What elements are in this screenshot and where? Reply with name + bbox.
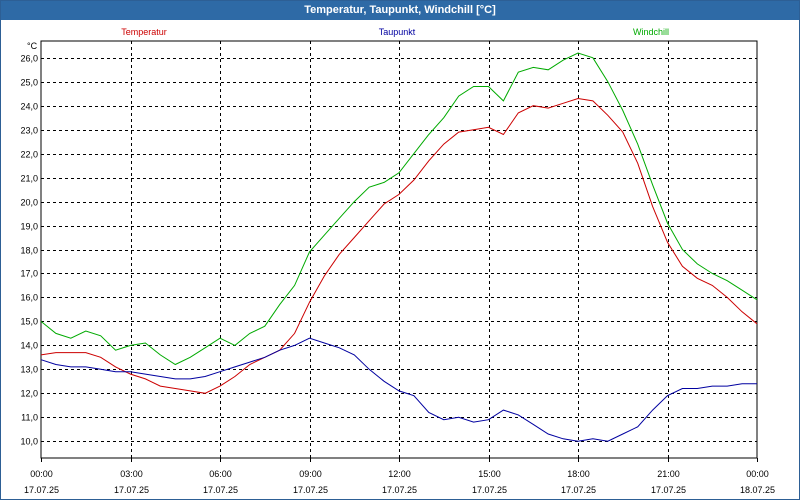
legend-entry-temperatur: Temperatur <box>121 27 167 37</box>
y-tick-label: 23,0 <box>20 126 38 136</box>
x-tick-date-label: 17.07.25 <box>203 485 238 495</box>
x-tick-time-label: 18:00 <box>567 469 590 479</box>
x-tick-time-label: 15:00 <box>478 469 501 479</box>
x-tick-time-label: 03:00 <box>120 469 143 479</box>
x-tick-date-label: 17.07.25 <box>24 485 59 495</box>
x-tick-date-label: 17.07.25 <box>382 485 417 495</box>
x-tick-date-label: 17.07.25 <box>561 485 596 495</box>
y-tick-label: 21,0 <box>20 174 38 184</box>
y-tick-label: 22,0 <box>20 150 38 160</box>
y-tick-label: 13,0 <box>20 365 38 375</box>
x-tick-time-label: 21:00 <box>657 469 680 479</box>
x-tick-date-label: 18.07.25 <box>740 485 775 495</box>
series-group <box>40 52 758 442</box>
y-tick-label: 15,0 <box>20 317 38 327</box>
legend: Temperatur Taupunkt Windchill <box>121 27 669 37</box>
y-tick-label: 20,0 <box>20 198 38 208</box>
series-line-temperatur <box>40 97 758 394</box>
x-tick-time-label: 00:00 <box>30 469 53 479</box>
x-tick-time-label: 09:00 <box>299 469 322 479</box>
x-tick-time-label: 12:00 <box>388 469 411 479</box>
y-tick-label: 14,0 <box>20 341 38 351</box>
series-line-taupunkt <box>40 337 757 442</box>
window-title: Temperatur, Taupunkt, Windchill [°C] <box>1 1 799 20</box>
legend-entry-taupunkt: Taupunkt <box>379 27 416 37</box>
x-tick-date-label: 17.07.25 <box>472 485 507 495</box>
x-tick-time-label: 06:00 <box>209 469 232 479</box>
y-tick-label: 25,0 <box>20 78 38 88</box>
y-tick-label: 24,0 <box>20 102 38 112</box>
y-tick-label: 18,0 <box>20 246 38 256</box>
y-axis-unit-label: °C <box>27 41 38 51</box>
x-tick-date-label: 17.07.25 <box>651 485 686 495</box>
y-tick-label: 11,0 <box>21 413 38 423</box>
x-tick-time-label: 00:00 <box>746 469 769 479</box>
x-tick-date-label: 17.07.25 <box>293 485 328 495</box>
y-tick-label: 17,0 <box>20 269 38 279</box>
y-tick-label: 10,0 <box>20 437 38 447</box>
y-tick-label: 12,0 <box>20 389 38 399</box>
plot-frame <box>40 40 758 459</box>
x-axis: 00:00 17.07.25 03:00 17.07.25 06:00 17.07.25 0… <box>24 458 775 495</box>
series-line-windchill <box>40 52 758 366</box>
y-axis: 10,0 11,0 12,0 13,0 14,0 15,0 16,0 17,0 18,0 19,0… <box>20 41 38 447</box>
grid <box>40 40 758 459</box>
y-tick-label: 26,0 <box>20 54 38 64</box>
legend-entry-windchill: Windchill <box>633 27 669 37</box>
y-tick-label: 19,0 <box>20 222 38 232</box>
x-tick-date-label: 17.07.25 <box>114 485 149 495</box>
y-tick-label: 16,0 <box>20 293 38 303</box>
